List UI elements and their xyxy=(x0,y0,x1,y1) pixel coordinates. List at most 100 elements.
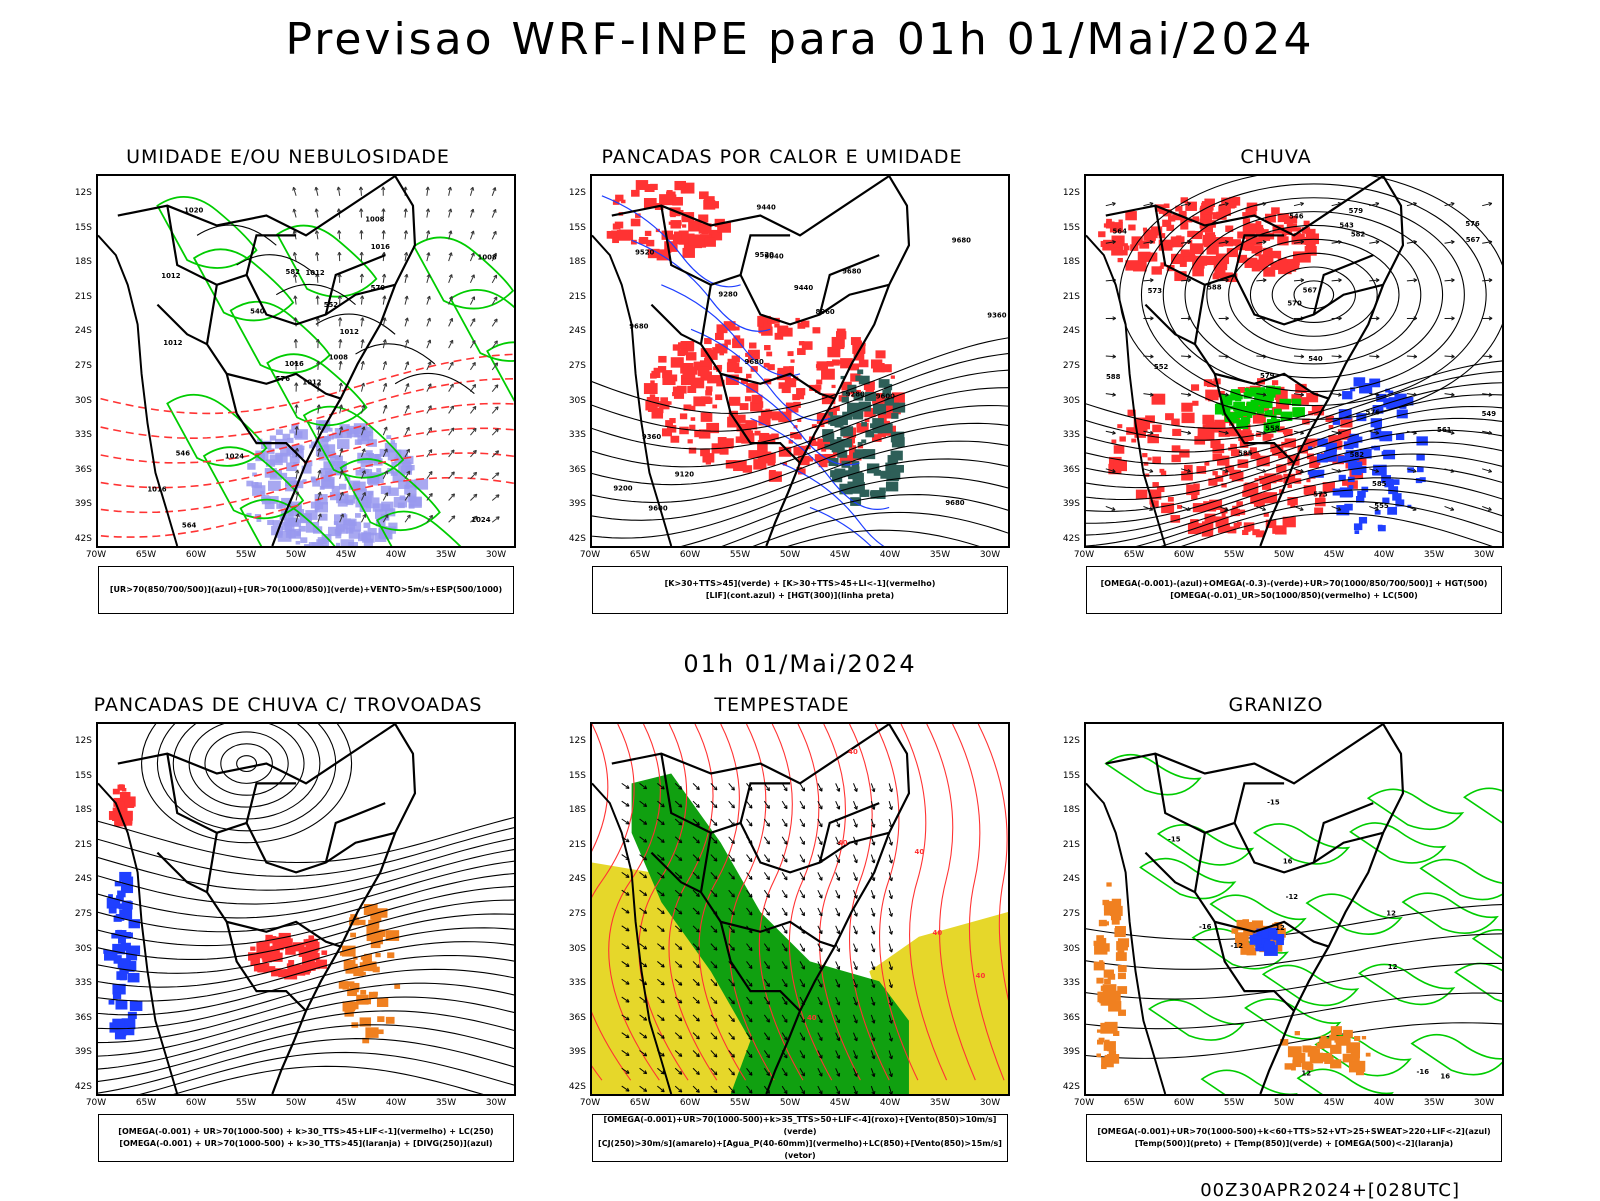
omega-green-area xyxy=(1215,386,1305,433)
contour-label: 573 xyxy=(1313,491,1328,499)
latitude-label: 18S xyxy=(58,805,92,815)
legend-line: [K>30+TTS>45](verde) + [K>30+TTS>45+LI<-… xyxy=(665,578,936,590)
latitude-label: 36S xyxy=(552,1013,586,1023)
longitude-label: 50W xyxy=(1264,1098,1304,1108)
longitude-label: 45W xyxy=(326,1098,366,1108)
contour-label: 564 xyxy=(1113,228,1128,236)
latitude-label: 24S xyxy=(1046,874,1080,884)
country-border xyxy=(326,803,385,862)
contour-label: 9120 xyxy=(675,470,694,478)
latitude-label: 30S xyxy=(58,396,92,406)
longitude-label: 50W xyxy=(770,550,810,560)
legend-line: [UR>70(850/700/500)](azul)+[UR>70(1000/8… xyxy=(110,584,502,596)
country-border xyxy=(157,853,207,893)
contour-label: 12 xyxy=(1388,963,1398,971)
longitude-label: 60W xyxy=(176,1098,216,1108)
latitude-label: 36S xyxy=(552,465,586,475)
longitude-label: 55W xyxy=(720,550,760,560)
contour-label: 576 xyxy=(1366,409,1381,417)
panel-title: PANCADAS DE CHUVA C/ TROVOADAS xyxy=(58,694,518,716)
latitude-label: 18S xyxy=(552,257,586,267)
latitude-label: 39S xyxy=(552,1047,586,1057)
latitude-label: 39S xyxy=(58,1047,92,1057)
contour-label: 1008 xyxy=(478,253,497,261)
panel-title: PANCADAS POR CALOR E UMIDADE xyxy=(552,146,1012,168)
longitude-label: 65W xyxy=(126,1098,166,1108)
contour-label: 588 xyxy=(1207,284,1222,292)
longitude-label: 40W xyxy=(1364,1098,1404,1108)
longitude-label: 60W xyxy=(670,550,710,560)
panel-title: GRANIZO xyxy=(1046,694,1506,716)
hgt500-high-contours xyxy=(1120,176,1502,419)
contour-label: 1008 xyxy=(365,216,384,224)
country-border xyxy=(1106,724,1383,783)
legend-line: [OMEGA(-0.001) + UR>70(1000-500) + k>30_… xyxy=(119,1138,492,1150)
contour-label: -15 xyxy=(1168,836,1181,844)
longitude-label: 60W xyxy=(176,550,216,560)
latitude-label: 12S xyxy=(552,736,586,746)
contour-label: 9440 xyxy=(794,284,813,292)
latitude-label: 39S xyxy=(552,499,586,509)
contour-label: 1012 xyxy=(163,339,182,347)
latitude-label: 12S xyxy=(552,188,586,198)
contour-label: -15 xyxy=(1267,799,1280,807)
latitude-label: 12S xyxy=(1046,188,1080,198)
longitude-label: 70W xyxy=(570,1098,610,1108)
longitude-label: 50W xyxy=(276,1098,316,1108)
latitude-label: 33S xyxy=(1046,978,1080,988)
contour-label: 12 xyxy=(1386,910,1396,918)
latitude-label: 15S xyxy=(552,223,586,233)
panel-legend: [UR>70(850/700/500)](azul)+[UR>70(1000/8… xyxy=(98,566,514,614)
latitude-label: 21S xyxy=(1046,292,1080,302)
latitude-label: 27S xyxy=(58,909,92,919)
longitude-label: 65W xyxy=(1114,1098,1154,1108)
latitude-label: 30S xyxy=(1046,396,1080,406)
latitude-label: 21S xyxy=(58,840,92,850)
omega-blue-area xyxy=(1308,377,1428,534)
longitude-label: 65W xyxy=(126,550,166,560)
contour-label: 576 xyxy=(1465,220,1480,228)
longitude-label: 35W xyxy=(1414,1098,1454,1108)
contour-label: 9680 xyxy=(629,322,648,330)
contour-label: 40 xyxy=(976,972,986,980)
main-title: Previsao WRF-INPE para 01h 01/Mai/2024 xyxy=(0,14,1600,65)
pressure-contours xyxy=(197,225,474,394)
latitude-label: 27S xyxy=(552,909,586,919)
forecast-map: 5885885855825795765735705675645615585555… xyxy=(1086,176,1502,546)
longitude-label: 45W xyxy=(1314,1098,1354,1108)
contour-label: 582 xyxy=(1351,231,1366,239)
contour-label: 9680 xyxy=(945,499,964,507)
legend-line: [OMEGA(-0.01)_UR>50(1000/850)(vermelho) … xyxy=(1170,590,1418,602)
latitude-label: 33S xyxy=(1046,430,1080,440)
run-timestamp: 00Z30APR2024+[028UTC] xyxy=(1200,1180,1460,1201)
contour-label: 9440 xyxy=(757,203,776,211)
map-frame xyxy=(96,722,516,1096)
contour-label: 12 xyxy=(1301,1069,1311,1077)
contour-label: 12 xyxy=(1275,924,1285,932)
latitude-label: 33S xyxy=(58,978,92,988)
latitude-label: 15S xyxy=(1046,223,1080,233)
longitude-label: 35W xyxy=(920,1098,960,1108)
contour-label: 582 xyxy=(1350,451,1365,459)
contour-label: 1016 xyxy=(285,360,304,368)
legend-line: [OMEGA(-0.001)+UR>70(1000-500)+k>35_TTS>… xyxy=(593,1114,1007,1138)
contour-label: 567 xyxy=(1303,287,1318,295)
contour-label: 16 xyxy=(1283,858,1293,866)
contour-label: 585 xyxy=(1238,449,1253,457)
contour-label: 567 xyxy=(1466,236,1481,244)
longitude-label: 70W xyxy=(1064,550,1104,560)
latitude-label: 39S xyxy=(58,499,92,509)
latitude-label: 36S xyxy=(1046,1013,1080,1023)
contour-label: 546 xyxy=(176,450,191,458)
latitude-label: 27S xyxy=(58,361,92,371)
latitude-label: 15S xyxy=(552,771,586,781)
country-border xyxy=(651,305,701,345)
latitude-label: 12S xyxy=(58,188,92,198)
latitude-label: 42S xyxy=(552,534,586,544)
latitude-label: 15S xyxy=(58,223,92,233)
longitude-label: 50W xyxy=(1264,550,1304,560)
